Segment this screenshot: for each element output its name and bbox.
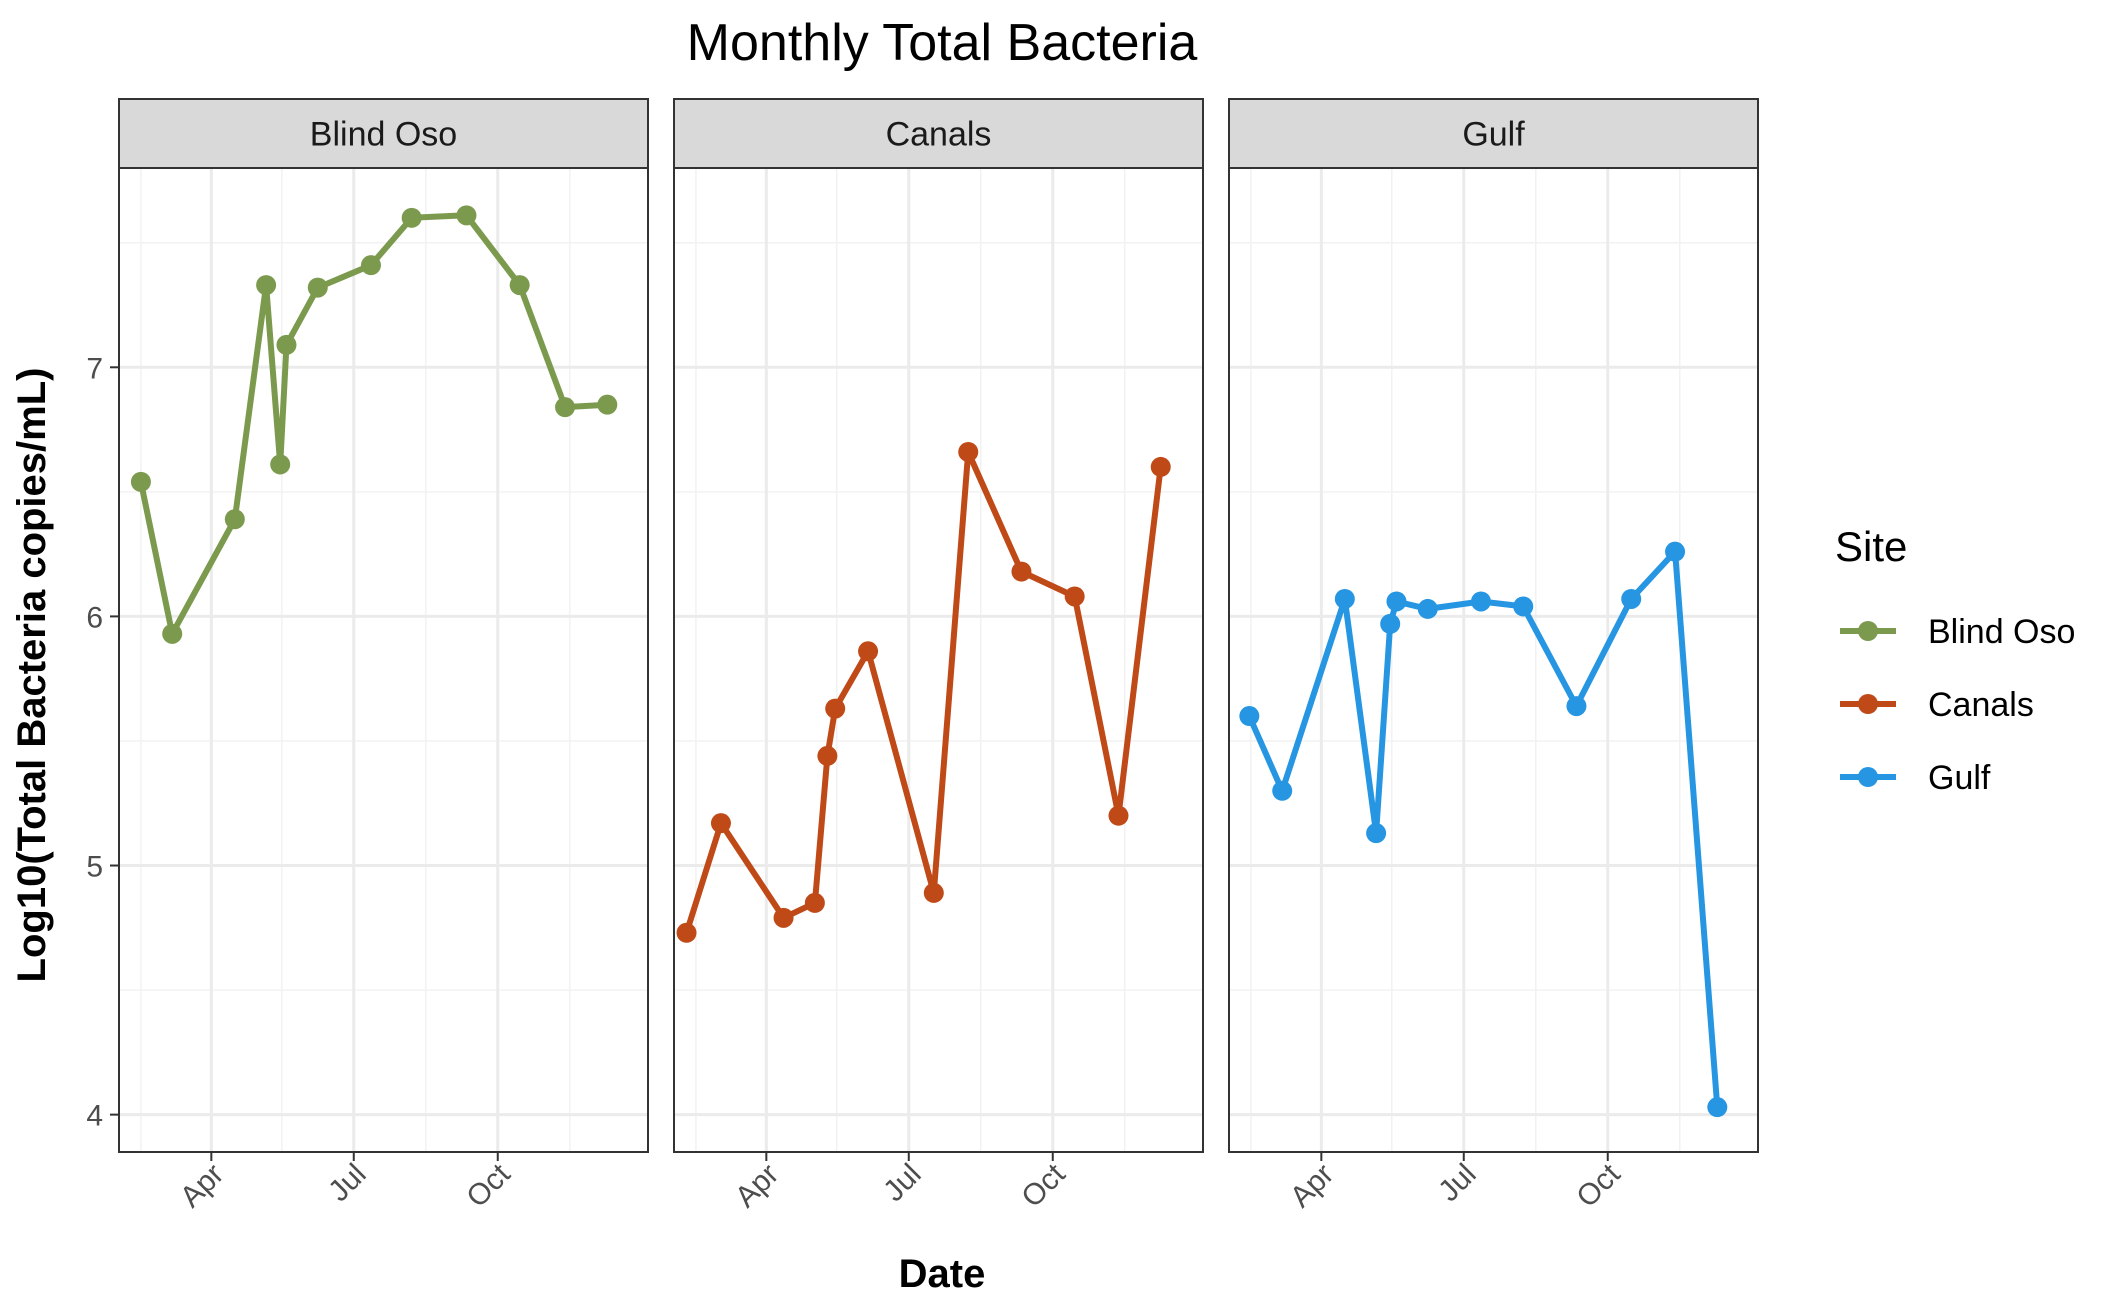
data-point <box>958 441 979 462</box>
y-tick-label: 6 <box>86 601 103 634</box>
x-tick-label: Jul <box>877 1158 927 1208</box>
facet-strip <box>1228 98 1759 169</box>
legend-items: Blind Oso Canals Gulf <box>1840 613 2075 797</box>
data-point <box>1707 1097 1728 1118</box>
data-point <box>817 745 838 766</box>
data-point <box>1334 588 1355 609</box>
panel-background <box>1229 168 1758 1152</box>
data-point <box>256 275 277 296</box>
legend-key-point <box>1858 621 1878 641</box>
panel-blind-oso: Blind Oso <box>118 98 649 1153</box>
data-point <box>710 813 731 834</box>
data-point <box>456 205 477 226</box>
data-point <box>1665 541 1686 562</box>
data-point <box>1566 696 1587 717</box>
data-point <box>1513 596 1534 617</box>
y-axis: 4 5 6 7 <box>86 352 119 1133</box>
y-tick-label: 5 <box>86 851 103 884</box>
data-point <box>1011 561 1032 582</box>
legend-item-canals: Canals <box>1840 686 2034 724</box>
y-axis-title: Log10(Total Bacteria copies/mL) <box>10 368 54 983</box>
data-point <box>1386 591 1407 612</box>
x-tick-label: Oct <box>1570 1157 1627 1214</box>
data-point <box>1380 613 1401 634</box>
x-axes: Apr Jul Oct Apr Jul Oct Apr Jul Oct <box>174 1152 1627 1214</box>
panel-canals: Canals <box>673 98 1204 1153</box>
x-tick-label: Apr <box>729 1158 785 1214</box>
chart-title: Monthly Total Bacteria <box>687 14 1198 72</box>
x-axis-title: Date <box>899 1252 986 1296</box>
data-point <box>1150 456 1171 477</box>
data-point <box>825 698 846 719</box>
x-tick-label: Apr <box>174 1158 230 1214</box>
x-tick-label: Jul <box>1432 1158 1482 1208</box>
data-point <box>1272 780 1293 801</box>
data-point <box>1366 823 1387 844</box>
facet-strip-label: Blind Oso <box>310 116 457 154</box>
y-tick-label: 4 <box>86 1100 103 1133</box>
legend-item-gulf: Gulf <box>1840 759 1991 797</box>
x-tick-label: Oct <box>460 1157 517 1214</box>
facet-strip <box>118 98 649 169</box>
x-tick-label: Jul <box>322 1158 372 1208</box>
data-point <box>162 623 183 644</box>
data-point <box>858 641 879 662</box>
data-point <box>1417 598 1438 619</box>
data-point <box>401 207 422 228</box>
x-tick-label: Oct <box>1015 1157 1072 1214</box>
facet-strip-label: Canals <box>886 116 992 154</box>
data-point <box>923 882 944 903</box>
data-point <box>270 454 291 475</box>
panel-gulf: Gulf <box>1228 98 1759 1153</box>
legend-label: Gulf <box>1928 759 1991 797</box>
legend: Site Blind Oso Canals Gulf <box>1835 523 2075 797</box>
data-point <box>676 922 697 943</box>
x-tick-label: Apr <box>1284 1158 1340 1214</box>
data-point <box>307 277 328 298</box>
data-point <box>773 907 794 928</box>
data-point <box>360 255 381 276</box>
data-point <box>555 397 576 418</box>
data-point <box>130 471 151 492</box>
data-point <box>1108 805 1129 826</box>
data-point <box>224 509 245 530</box>
panel-background <box>674 168 1203 1152</box>
data-point <box>1239 706 1260 727</box>
legend-item-blind-oso: Blind Oso <box>1840 613 2075 651</box>
legend-label: Blind Oso <box>1928 613 2075 651</box>
y-tick-label: 7 <box>86 352 103 385</box>
data-point <box>276 334 297 355</box>
legend-key-point <box>1858 694 1878 714</box>
panel-background <box>119 168 648 1152</box>
data-point <box>509 275 530 296</box>
data-point <box>804 892 825 913</box>
data-point <box>1064 586 1085 607</box>
legend-key-point <box>1858 767 1878 787</box>
data-point <box>1621 588 1642 609</box>
legend-label: Canals <box>1928 686 2034 724</box>
data-point <box>597 394 618 415</box>
facet-panels: Blind Oso Canals Gulf <box>118 98 1759 1153</box>
facet-strip <box>673 98 1204 169</box>
facet-strip-label: Gulf <box>1462 116 1525 154</box>
data-point <box>1470 591 1491 612</box>
legend-title: Site <box>1835 523 1907 570</box>
